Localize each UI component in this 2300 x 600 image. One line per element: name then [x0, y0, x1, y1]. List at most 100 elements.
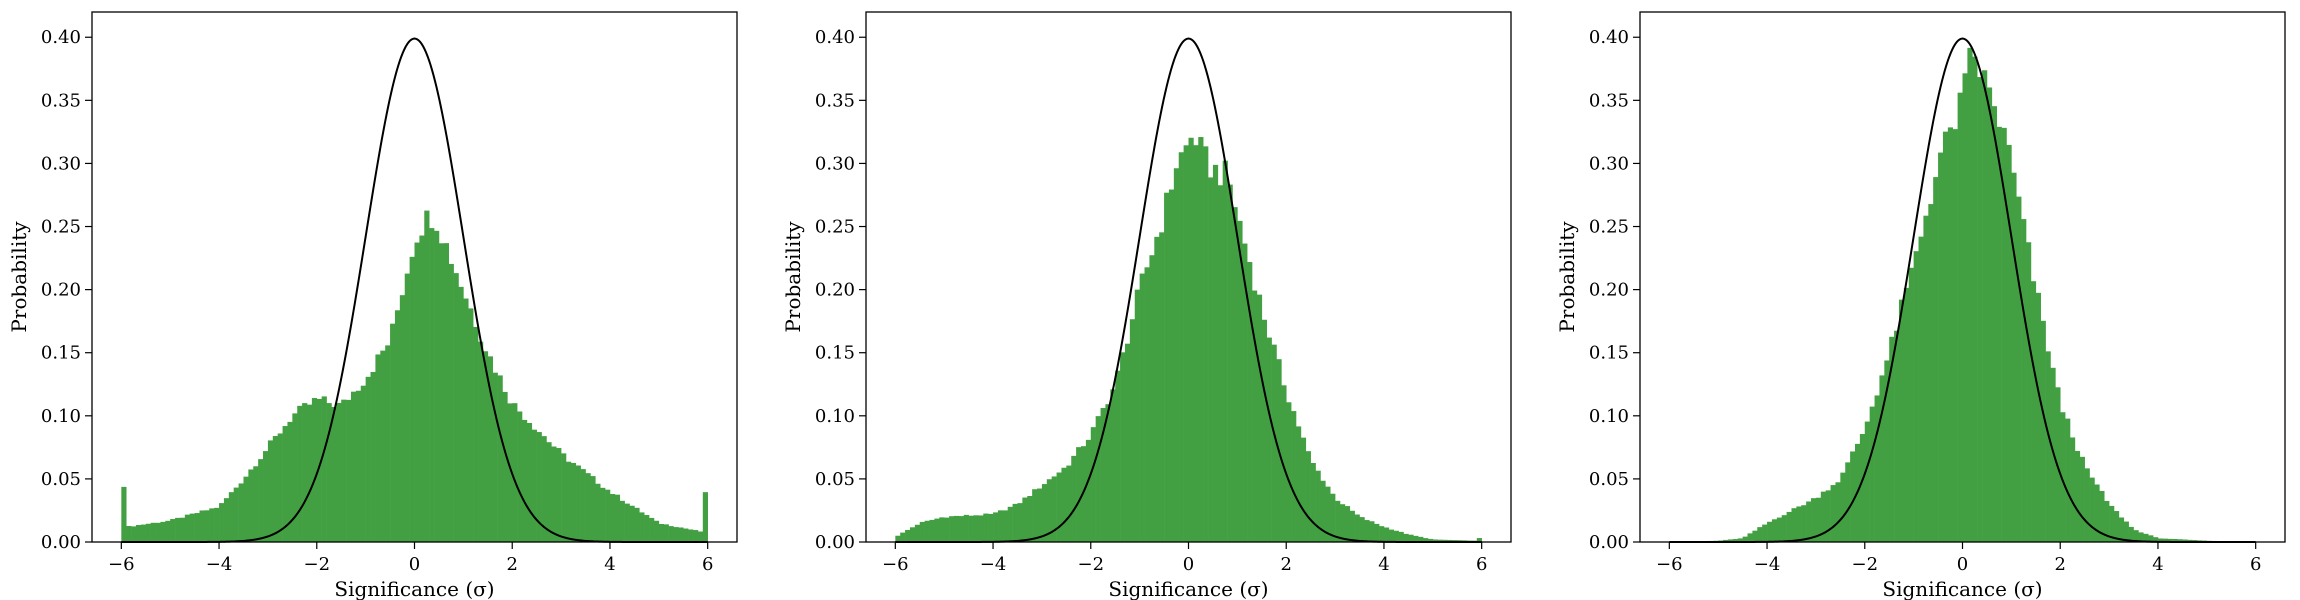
x-tick-label: 2: [507, 554, 518, 575]
histogram-bar: [2187, 539, 2193, 542]
histogram-bar: [1811, 498, 1817, 542]
histogram-bar: [541, 436, 547, 542]
histogram-bar: [1972, 56, 1978, 542]
histogram-bars: [1669, 47, 2256, 543]
histogram-bar: [1061, 467, 1067, 542]
histogram-bar: [282, 426, 288, 542]
y-tick-label: 0.40: [815, 27, 855, 48]
histogram-bar: [561, 453, 567, 542]
histogram-bar: [2157, 538, 2164, 542]
y-tick-label: 0.05: [1589, 469, 1629, 490]
histogram-bar: [1041, 484, 1048, 542]
histogram-bar: [2172, 539, 2178, 542]
histogram-bar: [570, 462, 577, 542]
histogram-bar: [944, 517, 950, 542]
histogram-bar: [1315, 470, 1321, 542]
histogram-bar: [1923, 215, 1929, 542]
histogram-bar: [2070, 437, 2076, 542]
histogram-bar: [346, 399, 352, 542]
histogram-bar: [639, 512, 645, 542]
histogram-bar: [1198, 137, 1204, 542]
histogram-bar: [939, 517, 945, 542]
y-tick-label: 0.20: [1589, 280, 1629, 301]
histogram-bar: [619, 500, 625, 542]
histogram-bar: [2104, 500, 2110, 542]
y-tick-label: 0.35: [41, 90, 81, 111]
histogram-bar: [2060, 412, 2066, 542]
histogram-bar: [179, 517, 186, 542]
histogram-bar: [1335, 500, 1341, 542]
histogram-bar: [2074, 450, 2081, 542]
histogram-bar: [453, 273, 459, 542]
histogram-bar: [997, 510, 1004, 542]
histogram-bar: [644, 515, 650, 542]
histogram-bar: [634, 507, 640, 542]
x-axis-label: Significance (σ): [334, 577, 494, 600]
y-tick-label: 0.35: [1589, 90, 1629, 111]
histogram-bar: [1300, 437, 1307, 542]
chart-panel-2: −6 −4 −2 0 2 4 6 0.00 0.05 0.10 0.15 0.20 0.25 0.30 0.…: [781, 11, 1512, 600]
histogram-bar: [2035, 292, 2041, 542]
histogram-bar: [1442, 539, 1448, 542]
y-tick-label: 0.00: [815, 532, 855, 553]
histogram-bar: [1149, 255, 1155, 542]
x-axis-label: Significance (σ): [1882, 577, 2042, 600]
histogram-bar: [900, 532, 906, 542]
histogram-bar: [194, 513, 200, 542]
histogram-bar: [267, 440, 274, 542]
x-tick-label: −6: [1656, 554, 1683, 575]
y-tick-label: 0.20: [815, 280, 855, 301]
histogram-bar: [360, 385, 366, 542]
histogram-bar: [909, 527, 916, 542]
histogram-bar: [624, 503, 630, 542]
histogram-bar: [580, 469, 586, 542]
x-tick-label: 6: [702, 554, 713, 575]
x-tick-label: 4: [2152, 554, 2163, 575]
histogram-bar: [2143, 533, 2149, 542]
histogram-bar: [1208, 177, 1214, 542]
histogram-bar: [448, 263, 454, 542]
histogram-bar: [409, 256, 415, 542]
y-tick-label: 0.05: [815, 469, 855, 490]
y-tick-label: 0.25: [1589, 217, 1629, 238]
histogram-bar: [429, 228, 435, 543]
histogram-bar: [458, 286, 464, 542]
histogram-bar: [2011, 172, 2017, 542]
histogram-bar: [478, 341, 484, 542]
histogram-bar: [1046, 479, 1052, 542]
histogram-bar: [2138, 532, 2144, 542]
histogram-bar: [355, 390, 362, 542]
y-axis-label: Probability: [1555, 221, 1579, 333]
histogram-bar: [2162, 538, 2169, 542]
histogram-bar: [414, 242, 420, 543]
histogram-bar: [953, 515, 960, 542]
histogram-bar: [253, 466, 259, 542]
histogram-bar: [1173, 168, 1180, 543]
histogram-bar: [517, 411, 523, 542]
histogram-bar: [1791, 508, 1797, 542]
y-tick-label: 0.35: [815, 90, 855, 111]
histogram-bar: [1017, 503, 1023, 542]
histogram-bar: [1188, 137, 1194, 542]
histogram-bar: [1742, 536, 1748, 542]
histogram-bar: [1281, 385, 1287, 542]
x-tick-label: −6: [882, 554, 909, 575]
x-tick-label: −4: [1754, 554, 1781, 575]
histogram-bar: [988, 513, 994, 542]
x-tick-label: −4: [206, 554, 233, 575]
histogram-bar: [1859, 434, 1866, 542]
histogram-bar: [497, 375, 503, 542]
histogram-bar: [668, 526, 674, 542]
histogram-bar: [2113, 511, 2120, 542]
histogram-bar: [1903, 287, 1910, 542]
histogram-bar: [1918, 236, 1924, 542]
histogram-bar: [1388, 529, 1395, 542]
histogram-bar: [629, 505, 635, 542]
histogram-bar: [1991, 106, 1998, 542]
histogram-bar: [522, 419, 528, 542]
histogram-bars: [121, 210, 708, 543]
histogram-bars: [895, 137, 1482, 543]
y-tick-label: 0.05: [41, 469, 81, 490]
histogram-bar: [1222, 160, 1228, 542]
histogram-bar: [1022, 497, 1028, 542]
